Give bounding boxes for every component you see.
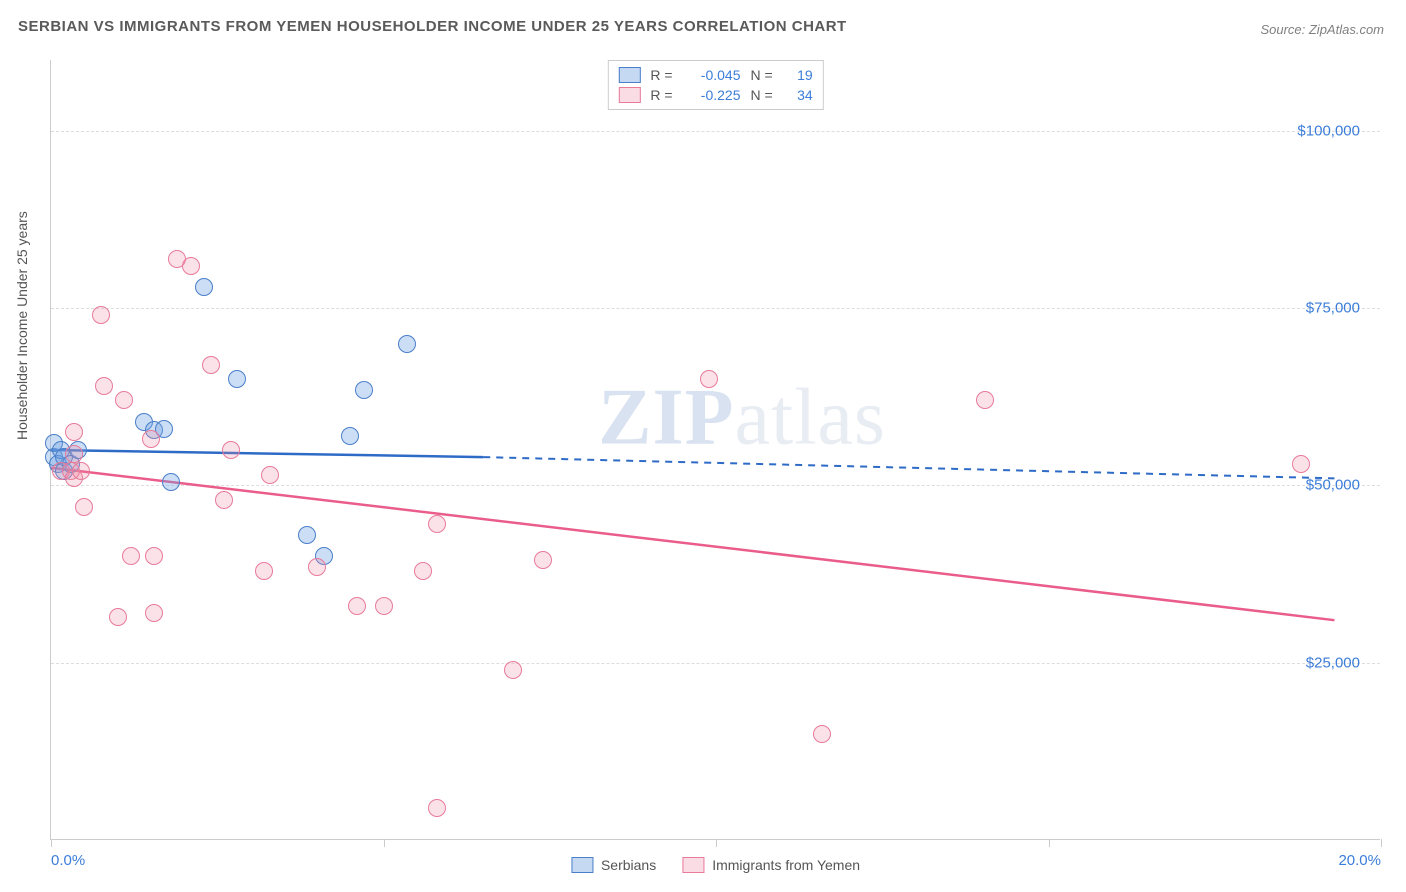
data-point-serbians xyxy=(398,335,416,353)
x-tick xyxy=(51,839,52,847)
x-tick xyxy=(1381,839,1382,847)
data-point-yemen xyxy=(72,462,90,480)
trend-line-dashed xyxy=(483,457,1334,478)
legend-item-yemen: Immigrants from Yemen xyxy=(682,857,860,873)
swatch-pink xyxy=(682,857,704,873)
data-point-yemen xyxy=(222,441,240,459)
data-point-serbians xyxy=(195,278,213,296)
x-tick xyxy=(384,839,385,847)
data-point-yemen xyxy=(92,306,110,324)
data-point-yemen xyxy=(700,370,718,388)
x-tick-label: 0.0% xyxy=(51,852,85,869)
data-point-serbians xyxy=(298,526,316,544)
legend-label-serbians: Serbians xyxy=(601,857,656,873)
data-point-yemen xyxy=(534,551,552,569)
data-point-yemen xyxy=(145,604,163,622)
data-point-yemen xyxy=(428,799,446,817)
data-point-yemen xyxy=(145,547,163,565)
data-point-yemen xyxy=(976,391,994,409)
data-point-yemen xyxy=(65,445,83,463)
data-point-yemen xyxy=(255,562,273,580)
data-point-yemen xyxy=(428,515,446,533)
data-point-yemen xyxy=(109,608,127,626)
x-tick xyxy=(716,839,717,847)
data-point-yemen xyxy=(348,597,366,615)
data-point-yemen xyxy=(813,725,831,743)
data-point-yemen xyxy=(261,466,279,484)
source-attribution: Source: ZipAtlas.com xyxy=(1260,22,1384,37)
x-tick xyxy=(1049,839,1050,847)
data-point-yemen xyxy=(115,391,133,409)
series-legend: Serbians Immigrants from Yemen xyxy=(571,857,860,873)
data-point-yemen xyxy=(182,257,200,275)
data-point-yemen xyxy=(375,597,393,615)
chart-title: SERBIAN VS IMMIGRANTS FROM YEMEN HOUSEHO… xyxy=(18,18,847,35)
data-point-yemen xyxy=(142,430,160,448)
trend-lines xyxy=(51,60,1381,840)
data-point-yemen xyxy=(215,491,233,509)
data-point-serbians xyxy=(355,381,373,399)
data-point-yemen xyxy=(95,377,113,395)
data-point-serbians xyxy=(162,473,180,491)
trend-line-solid xyxy=(51,450,483,457)
data-point-serbians xyxy=(228,370,246,388)
data-point-yemen xyxy=(308,558,326,576)
x-tick-label: 20.0% xyxy=(1338,852,1381,869)
data-point-yemen xyxy=(75,498,93,516)
data-point-yemen xyxy=(122,547,140,565)
data-point-yemen xyxy=(504,661,522,679)
data-point-yemen xyxy=(202,356,220,374)
legend-item-serbians: Serbians xyxy=(571,857,656,873)
data-point-yemen xyxy=(65,423,83,441)
swatch-blue xyxy=(571,857,593,873)
trend-line-solid xyxy=(51,468,1334,620)
data-point-serbians xyxy=(341,427,359,445)
data-point-yemen xyxy=(414,562,432,580)
chart-plot-area: ZIPatlas R = -0.045 N = 19 R = -0.225 N … xyxy=(50,60,1380,840)
legend-label-yemen: Immigrants from Yemen xyxy=(712,857,860,873)
data-point-yemen xyxy=(1292,455,1310,473)
y-axis-title: Householder Income Under 25 years xyxy=(14,211,30,440)
